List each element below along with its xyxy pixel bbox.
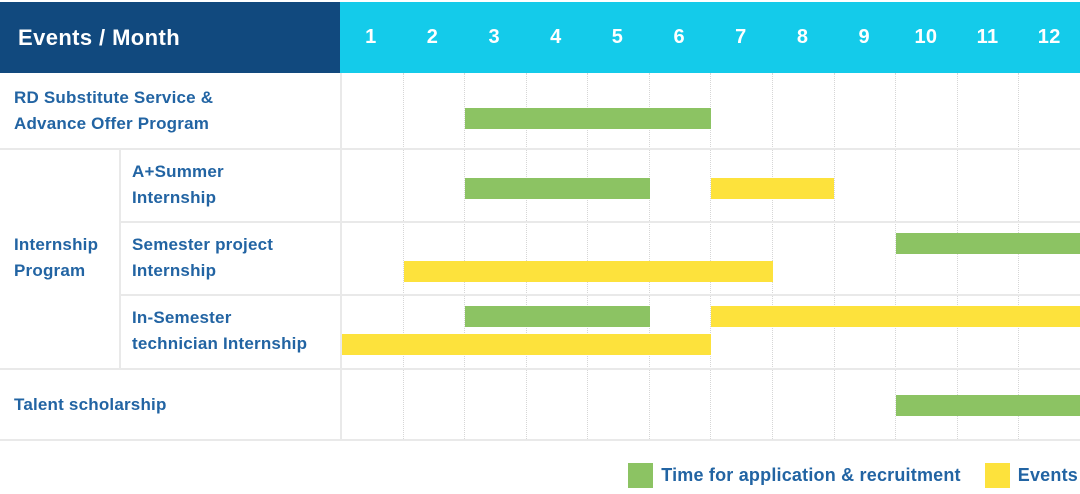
row-label-line: A+Summer — [132, 161, 224, 181]
month-label-2: 2 — [426, 26, 439, 48]
row-label-semester-project-internship: Semester project Internship — [120, 221, 340, 294]
month-column-3 — [464, 73, 526, 441]
month-label-8: 8 — [796, 26, 809, 48]
yellow-bar-in-semester-technician-internship — [342, 334, 711, 355]
group-label-line: Internship — [14, 235, 99, 254]
timeline-grid — [340, 73, 1080, 441]
month-label-12: 12 — [1037, 26, 1061, 48]
month-label-5: 5 — [611, 26, 624, 48]
table-body: RD Substitute Service & Advance Offer Pr… — [0, 73, 1080, 441]
row-label-line: RD Substitute Service & — [14, 87, 214, 107]
row-label-in-semester-technician-internship: In-Semester technician Internship — [120, 294, 340, 368]
row-label-line: In-Semester — [132, 308, 232, 327]
table-header: Events / Month 1 2 3 4 5 6 7 8 9 10 11 12 — [0, 2, 1080, 73]
month-column-8 — [772, 73, 834, 441]
row-separator — [0, 368, 1080, 370]
row-label-line: Internship — [132, 260, 217, 280]
group-label-line: Program — [14, 261, 86, 280]
row-label-rd-substitute-service: RD Substitute Service & Advance Offer Pr… — [0, 73, 340, 148]
month-column-5 — [587, 73, 649, 441]
yellow-bar-a-plus-summer-internship — [711, 178, 834, 199]
legend-item-events: Events — [984, 462, 1078, 488]
month-label-3: 3 — [488, 26, 500, 48]
row-separator — [0, 439, 1080, 441]
month-label-7: 7 — [735, 26, 747, 48]
yellow-bar-in-semester-technician-internship — [711, 306, 1080, 327]
month-column-12 — [1018, 73, 1080, 441]
row-label-line: Semester project — [132, 234, 274, 254]
month-label-4: 4 — [550, 26, 562, 48]
group-column-separator — [119, 148, 121, 368]
legend-label: Time for application & recruitment — [661, 464, 961, 485]
month-columns — [342, 73, 1080, 441]
group-label-internship-program: Internship Program — [0, 148, 120, 368]
legend-label: Events — [1017, 464, 1078, 485]
row-label-line: Talent scholarship — [14, 394, 167, 414]
month-column-7 — [710, 73, 772, 441]
month-label-6: 6 — [673, 26, 685, 48]
row-separator — [120, 294, 1080, 296]
row-label-line: Advance Offer Program — [14, 113, 210, 133]
month-label-10: 10 — [914, 26, 938, 48]
green-bar-a-plus-summer-internship — [465, 178, 650, 199]
month-label-9: 9 — [858, 26, 870, 48]
row-separator — [0, 148, 1080, 150]
legend-swatch-yellow — [984, 462, 1010, 488]
row-separator — [120, 221, 1080, 223]
gantt-bars-layer — [342, 73, 1080, 441]
yellow-bar-semester-project-internship — [403, 261, 773, 282]
month-column-6 — [648, 73, 711, 441]
legend-swatch-green — [628, 462, 654, 488]
green-bar-semester-project-internship — [895, 233, 1080, 254]
row-label-line: technician Internship — [132, 334, 308, 353]
green-bar-rd-substitute-service — [465, 108, 711, 129]
row-label-line: Internship — [132, 187, 217, 207]
month-column-2 — [402, 73, 465, 441]
month-column-9 — [833, 73, 896, 441]
green-bar-talent-scholarship — [895, 395, 1080, 416]
month-header-row: 1 2 3 4 5 6 7 8 9 10 11 12 — [340, 2, 1080, 73]
month-column-4 — [525, 73, 588, 441]
month-label-1: 1 — [365, 26, 377, 48]
month-column-10 — [895, 73, 957, 441]
legend: Time for application & recruitment Event… — [628, 461, 1078, 489]
row-label-talent-scholarship: Talent scholarship — [0, 368, 340, 441]
month-label-11: 11 — [976, 26, 999, 48]
row-label-a-plus-summer-internship: A+Summer Internship — [120, 148, 340, 221]
table-title: Events / Month — [0, 2, 340, 73]
green-bar-in-semester-technician-internship — [465, 306, 650, 327]
legend-item-application-recruitment: Time for application & recruitment — [628, 462, 961, 488]
month-column-11 — [956, 73, 1019, 441]
